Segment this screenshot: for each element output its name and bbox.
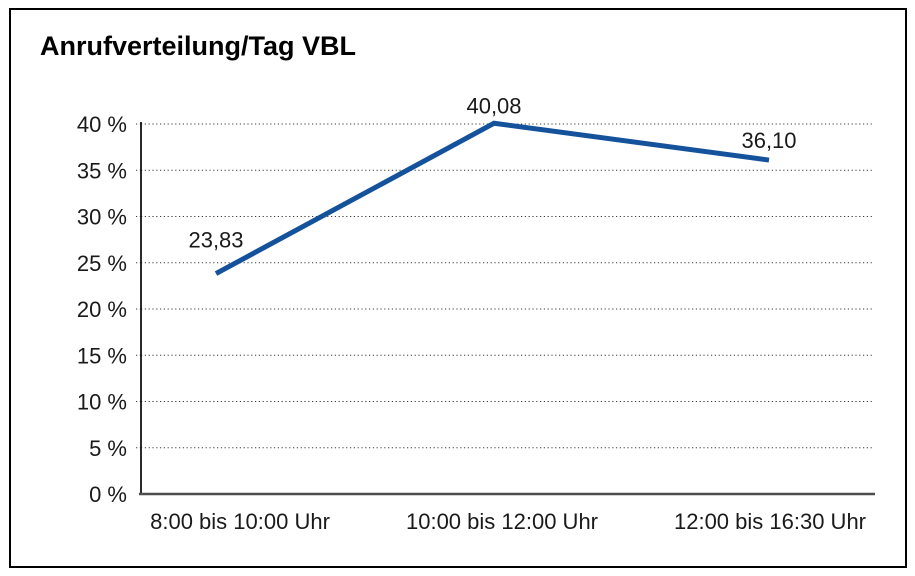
y-tick-label: 35 % <box>77 158 127 183</box>
x-category-label: 10:00 bis 12:00 Uhr <box>406 509 598 534</box>
y-tick-label: 0 % <box>89 482 127 507</box>
y-tick-label: 5 % <box>89 436 127 461</box>
y-tick-label: 10 % <box>77 390 127 415</box>
y-tick-label: 25 % <box>77 251 127 276</box>
chart-title: Anrufverteilung/Tag VBL <box>40 31 357 61</box>
y-tick-label: 30 % <box>77 205 127 230</box>
data-series-line <box>214 120 770 276</box>
data-point-label: 23,83 <box>188 228 243 253</box>
chart-frame <box>9 8 907 568</box>
x-category-label: 12:00 bis 16:30 Uhr <box>674 509 866 534</box>
y-tick-label: 40 % <box>77 112 127 137</box>
x-category-label: 8:00 bis 10:00 Uhr <box>150 509 330 534</box>
data-point-label: 40,08 <box>466 93 521 118</box>
y-tick-label: 15 % <box>77 343 127 368</box>
y-tick-label: 20 % <box>77 297 127 322</box>
data-point-label: 36,10 <box>741 128 796 153</box>
